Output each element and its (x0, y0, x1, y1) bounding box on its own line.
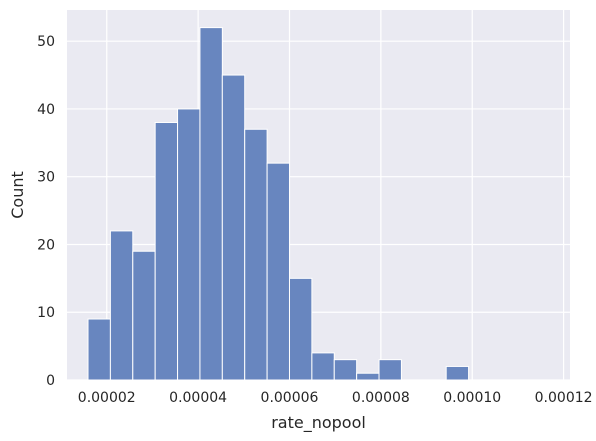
x-tick-label: 0.00012 (535, 390, 593, 406)
y-tick-label: 0 (46, 373, 55, 389)
x-tick-label: 0.00004 (169, 390, 227, 406)
histogram-bar (378, 359, 402, 381)
x-tick-label: 0.00010 (443, 390, 501, 406)
x-tick-label: 0.00002 (78, 390, 136, 406)
histogram-bar (266, 162, 290, 381)
histogram-bar (445, 365, 470, 381)
histogram-bar (109, 230, 134, 381)
y-axis-ticks: 0 10 20 30 40 50 (37, 34, 55, 389)
histogram-bar (356, 372, 380, 381)
histogram-bar (333, 359, 358, 381)
histogram-bar (244, 128, 268, 381)
histogram-bar (288, 277, 313, 381)
y-tick-label: 40 (37, 102, 55, 118)
histogram-bar (132, 250, 156, 381)
y-tick-label: 10 (37, 305, 55, 321)
y-tick-label: 30 (37, 170, 55, 186)
y-tick-label: 20 (37, 237, 55, 253)
x-axis-ticks: 0.00002 0.00004 0.00006 0.00008 0.00010 0.000… (78, 390, 593, 406)
histogram-bar (87, 318, 111, 381)
x-tick-label: 0.00008 (352, 390, 410, 406)
x-axis-label: rate_nopool (271, 413, 366, 433)
histogram-bar (154, 121, 179, 381)
histogram-bar (177, 108, 201, 381)
histogram-bar (221, 74, 246, 381)
y-axis-label: Count (8, 171, 27, 219)
histogram-bars (87, 27, 470, 381)
y-tick-label: 50 (37, 34, 55, 50)
histogram-bar (311, 352, 335, 381)
histogram-bar (199, 27, 223, 381)
grid-lines (67, 10, 570, 381)
x-tick-label: 0.00006 (261, 390, 319, 406)
